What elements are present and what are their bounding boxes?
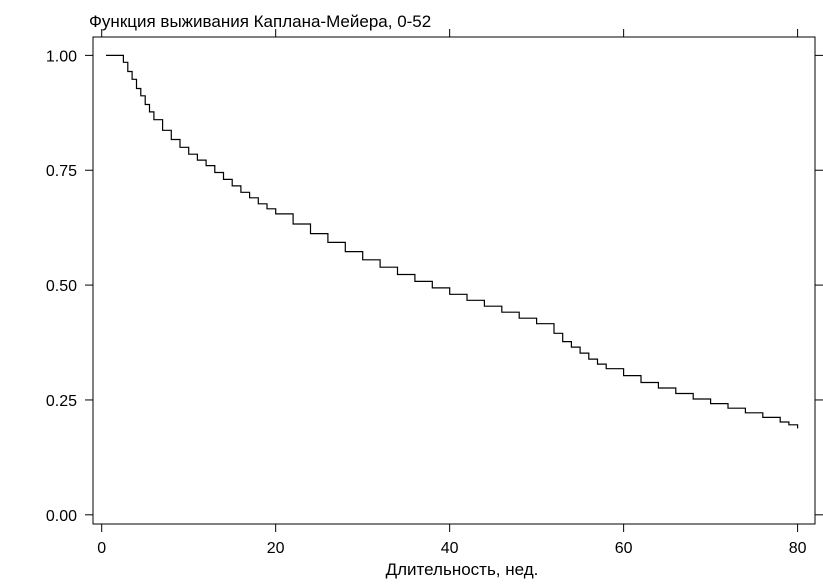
y-tick-label: 1.00 (46, 48, 77, 65)
y-tick-label: 0.00 (46, 508, 77, 525)
x-tick-label: 60 (615, 540, 633, 557)
x-axis-title: Длительность, нед. (386, 560, 539, 579)
x-tick-label: 40 (441, 540, 459, 557)
y-tick-label: 0.50 (46, 278, 77, 295)
x-tick-label: 80 (789, 540, 807, 557)
series-layer (106, 54, 799, 429)
y-axis: 0.00 0.25 0.50 0.75 1.00 (46, 48, 823, 525)
y-tick-label: 0.25 (46, 393, 77, 410)
y-tick-label: 0.75 (46, 163, 77, 180)
x-axis: 0 20 40 60 80 (97, 29, 807, 557)
x-tick-label: 0 (97, 540, 106, 557)
chart-title: Функция выживания Каплана-Мейера, 0-52 (89, 12, 431, 31)
survival-curve (106, 54, 799, 429)
plot-frame (92, 36, 816, 525)
x-tick-label: 20 (267, 540, 285, 557)
